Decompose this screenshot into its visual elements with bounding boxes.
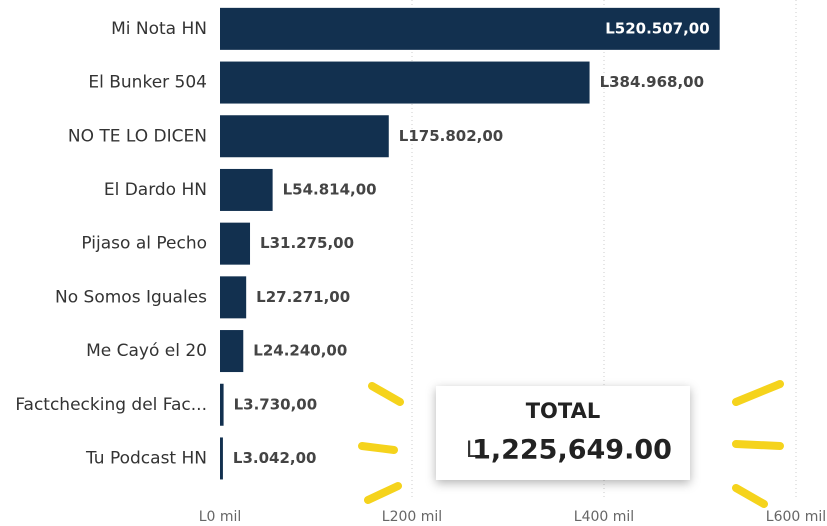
highlight-dashes xyxy=(358,380,784,508)
bars: Mi Nota HN L520.507,00 El Bunker 504 L384.9… xyxy=(15,7,720,480)
value-label: L520.507,00 xyxy=(605,19,709,37)
bar xyxy=(220,330,244,373)
x-tick-label: L400 mil xyxy=(574,509,634,525)
y-tick-label: Me Cayó el 20 xyxy=(86,341,207,361)
y-tick-label: Pijaso al Pecho xyxy=(81,234,207,254)
dash xyxy=(732,484,768,508)
bar xyxy=(220,437,223,480)
dash xyxy=(364,482,402,504)
value-label: L3.730,00 xyxy=(234,395,318,413)
bar xyxy=(220,61,590,104)
y-tick-label: El Dardo HN xyxy=(104,180,207,200)
dash xyxy=(368,382,404,406)
value-label: L27.271,00 xyxy=(256,288,350,306)
y-tick-label: Factchecking del Fac... xyxy=(15,395,207,415)
dash xyxy=(358,442,398,454)
total-card: TOTAL L 1,225,649.00 xyxy=(436,386,690,480)
y-tick-label: NO TE LO DICEN xyxy=(68,126,207,146)
y-tick-label: No Somos Iguales xyxy=(55,287,207,307)
total-label: TOTAL xyxy=(526,399,601,423)
y-tick-label: Tu Podcast HN xyxy=(85,448,207,468)
x-tick-label: L600 mil xyxy=(766,509,826,525)
total-currency: L xyxy=(466,438,479,463)
dash xyxy=(732,440,784,450)
bar xyxy=(220,383,224,426)
total-value: 1,225,649.00 xyxy=(472,435,672,466)
value-label: L3.042,00 xyxy=(233,449,317,467)
x-tick-label: L200 mil xyxy=(382,509,442,525)
bar xyxy=(220,276,247,319)
y-tick-label: El Bunker 504 xyxy=(88,73,207,93)
x-tick-label: L0 mil xyxy=(199,509,242,525)
card xyxy=(436,386,690,480)
bar xyxy=(220,168,273,211)
value-label: L175.802,00 xyxy=(399,127,503,145)
value-label: L54.814,00 xyxy=(283,180,377,198)
value-label: L31.275,00 xyxy=(260,234,354,252)
bar xyxy=(220,7,720,50)
y-tick-label: Mi Nota HN xyxy=(111,19,207,39)
value-label: L24.240,00 xyxy=(253,342,347,360)
bar xyxy=(220,222,251,265)
value-label: L384.968,00 xyxy=(600,73,704,91)
dash xyxy=(732,380,784,406)
bar xyxy=(220,115,389,158)
